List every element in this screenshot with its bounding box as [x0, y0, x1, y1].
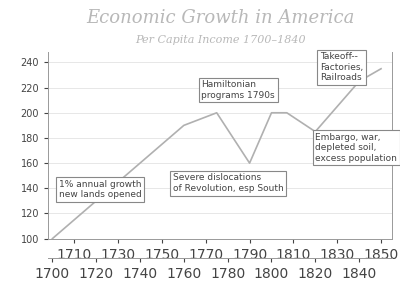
Text: 1% annual growth
new lands opened: 1% annual growth new lands opened [59, 180, 142, 199]
Text: Embargo, war,
depleted soil,
excess population: Embargo, war, depleted soil, excess popu… [315, 133, 397, 163]
Text: Per Capita Income 1700–1840: Per Capita Income 1700–1840 [135, 35, 305, 45]
Text: Hamiltonian
programs 1790s: Hamiltonian programs 1790s [201, 80, 275, 100]
Text: Economic Growth in America: Economic Growth in America [86, 9, 354, 27]
Text: Takeoff--
Factories,
Railroads: Takeoff-- Factories, Railroads [320, 52, 363, 82]
Text: Severe dislocations
of Revolution, esp South: Severe dislocations of Revolution, esp S… [173, 173, 284, 193]
